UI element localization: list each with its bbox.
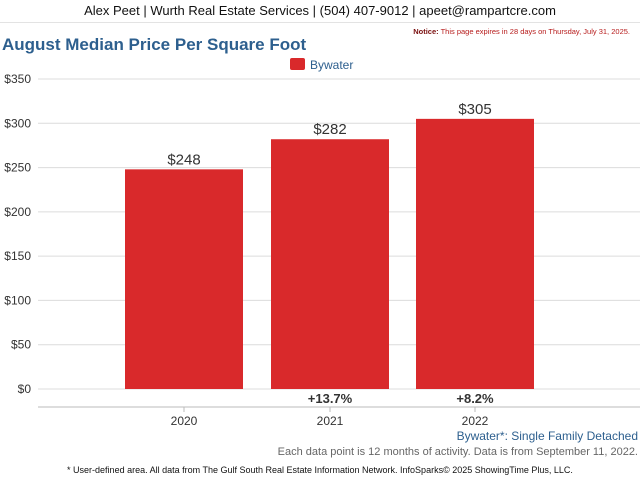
legend-label: Bywater	[310, 58, 353, 72]
y-tick-label: $200	[4, 205, 31, 219]
notice-text: This page expires in 28 days on Thursday…	[440, 27, 630, 36]
x-tick-label: 2020	[171, 414, 198, 428]
bar	[416, 118, 534, 389]
header-divider	[0, 22, 640, 23]
bar	[271, 139, 389, 389]
change-label: +8.2%	[456, 391, 494, 406]
x-tick-label: 2022	[462, 414, 489, 428]
y-tick-label: $100	[4, 293, 31, 307]
agent-contact-header: Alex Peet | Wurth Real Estate Services |…	[84, 3, 556, 18]
y-tick-label: $150	[4, 249, 31, 263]
y-tick-label: $50	[11, 338, 31, 352]
notice-label: Notice:	[413, 27, 439, 36]
y-tick-label: $250	[4, 161, 31, 175]
bar-value-label: $248	[167, 151, 200, 168]
y-tick-label: $0	[18, 382, 32, 396]
x-tick-label: 2021	[317, 414, 344, 428]
data-note: Each data point is 12 months of activity…	[277, 446, 638, 458]
y-tick-label: $350	[4, 72, 31, 86]
bar-chart: $0 $50 $100 $150 $200 $250 $300 $350 $248 2020 $28…	[4, 58, 640, 428]
change-label: +13.7%	[308, 391, 353, 406]
chart-title: August Median Price Per Square Foot	[2, 35, 307, 54]
bar-value-label: $282	[313, 121, 346, 138]
bar	[125, 169, 243, 389]
expiry-notice: Notice: This page expires in 28 days on …	[413, 27, 630, 36]
source-note: * User-defined area. All data from The G…	[67, 465, 573, 475]
bar-value-label: $305	[458, 101, 491, 118]
y-tick-label: $300	[4, 116, 31, 130]
legend-swatch	[290, 58, 305, 70]
area-note: Bywater*: Single Family Detached	[456, 429, 638, 443]
